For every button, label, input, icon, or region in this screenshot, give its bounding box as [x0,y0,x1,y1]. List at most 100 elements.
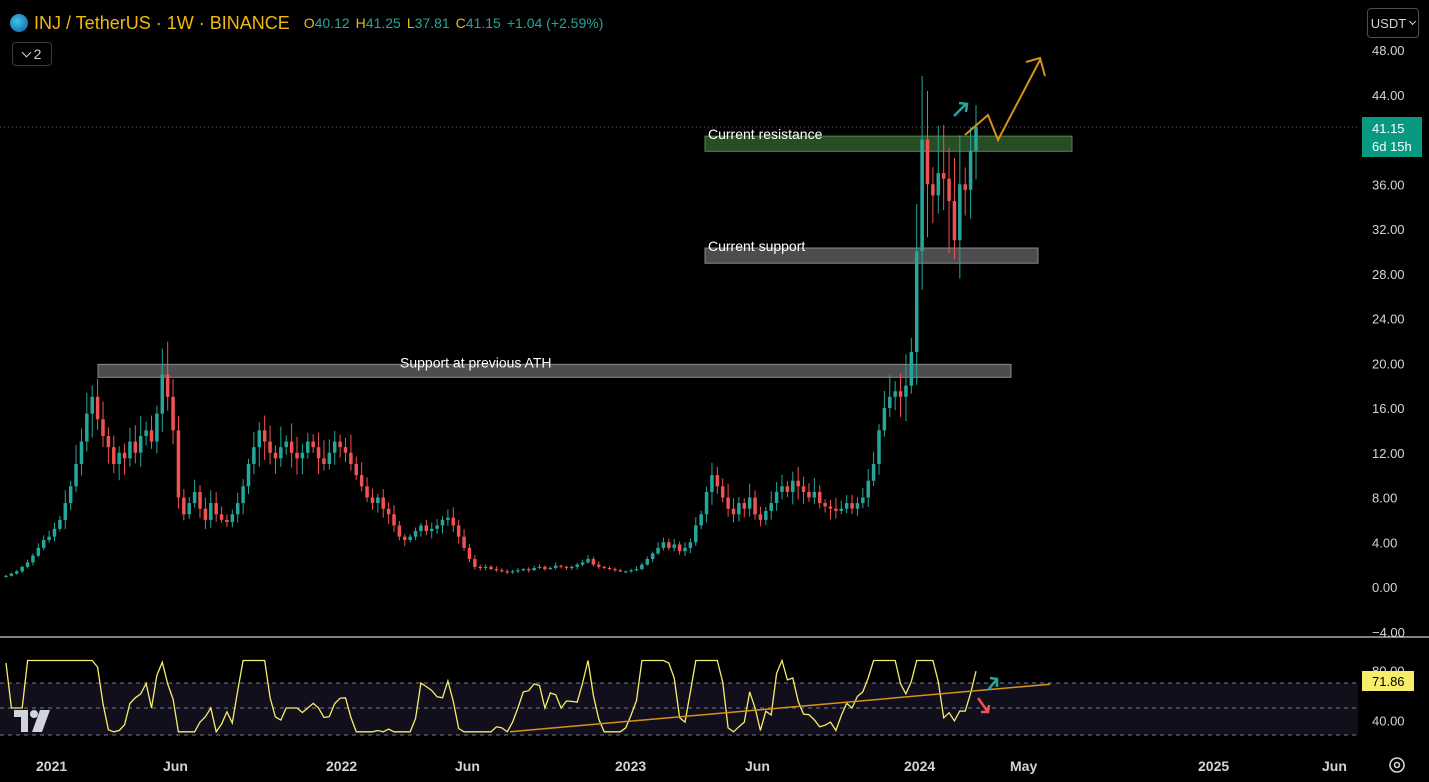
candle [192,479,197,508]
rsi-trendline[interactable] [509,683,1051,733]
candle-body [968,150,973,190]
candle [284,435,288,455]
candle-body [300,452,305,459]
candle-body [904,385,908,397]
candle [52,522,57,542]
candle-body [473,559,477,567]
candle [338,434,342,458]
candle [904,354,908,422]
candle-body [817,491,822,504]
candle-body [925,139,930,185]
candle-body [435,525,439,529]
candle [235,492,240,523]
candle-body [931,184,935,196]
candle-body [607,567,612,570]
candle [241,479,245,515]
candle-body [645,559,650,565]
candle [230,509,235,528]
candle-body [548,567,553,570]
candle-body [597,564,601,567]
candle [796,466,800,500]
candle-body [246,463,251,487]
open-value: 40.12 [314,15,350,31]
candle [343,437,348,463]
exchange-logo-icon[interactable] [10,14,28,32]
rsi-down-arrow-icon [976,697,991,714]
currency-selector[interactable]: USDT [1367,8,1419,38]
low-value: 37.81 [414,15,450,31]
candle-body [359,475,364,487]
open-label: O [303,15,315,31]
candle [947,147,951,254]
candle [467,543,472,563]
candle [15,569,19,575]
settings-gear-icon[interactable] [1386,754,1408,776]
candle-body [936,173,941,196]
indicators-collapse-button[interactable]: 2 [12,42,52,66]
candle-body [812,491,817,498]
candle [225,514,229,528]
tradingview-logo-icon[interactable] [14,710,56,732]
candle-body [909,352,914,386]
candle-body [171,396,175,431]
candle-body [58,519,62,529]
candle-body [203,508,208,520]
candle [715,466,720,494]
candle-body [834,508,838,511]
y-axis-tick-label: 32.00 [1372,222,1405,237]
candle-body [656,547,660,554]
candle-body [20,566,24,572]
candle-body [273,452,278,459]
y-axis-tick-label: 0.00 [1372,580,1397,595]
candle-body [376,497,380,504]
candle-body [791,480,795,492]
candle-body [392,514,396,526]
x-axis-tick-label: 2023 [615,758,646,774]
candle-body [462,536,466,548]
candle [925,90,930,238]
symbol-title[interactable]: INJ / TetherUS · 1W · BINANCE [34,12,290,33]
candle-body [774,491,779,504]
candle [500,568,504,573]
candle-body [500,570,504,572]
candle-body [343,447,348,453]
x-axis-tick-label: Jun [163,758,188,774]
candle [63,490,68,530]
candle [268,425,272,465]
x-axis-tick-label: 2024 [904,758,935,774]
candle [90,385,94,438]
candle [812,477,817,505]
candle [273,445,278,474]
candle-body [602,566,606,568]
candle [877,424,881,475]
rsi-line [5,658,977,734]
close-label: C [455,15,466,31]
candle-body [667,542,671,548]
candle [198,485,202,518]
candle-body [408,536,412,541]
zone-resistance[interactable] [704,135,1073,152]
candle [117,446,121,481]
candle [203,497,208,530]
candle [817,485,822,509]
zone-ath[interactable] [97,363,1012,378]
candle-body [257,430,262,448]
candle-body [419,525,423,532]
candle [392,505,396,532]
candle-body [25,562,30,567]
projection-path [964,59,1041,143]
candle [144,421,148,446]
x-axis-tick-label: 2021 [36,758,67,774]
candle [112,435,116,474]
candle-body [958,184,962,241]
candle [909,337,914,394]
candle-body [764,510,768,520]
candle [359,462,364,492]
ohlc-values: O40.12 H41.25 L37.81 C41.15 +1.04 (+2.59… [304,15,604,31]
candle [661,537,666,551]
candle-body [629,570,633,572]
x-axis-tick-label: Jun [745,758,770,774]
candle-body [117,452,121,464]
candle [95,379,100,430]
